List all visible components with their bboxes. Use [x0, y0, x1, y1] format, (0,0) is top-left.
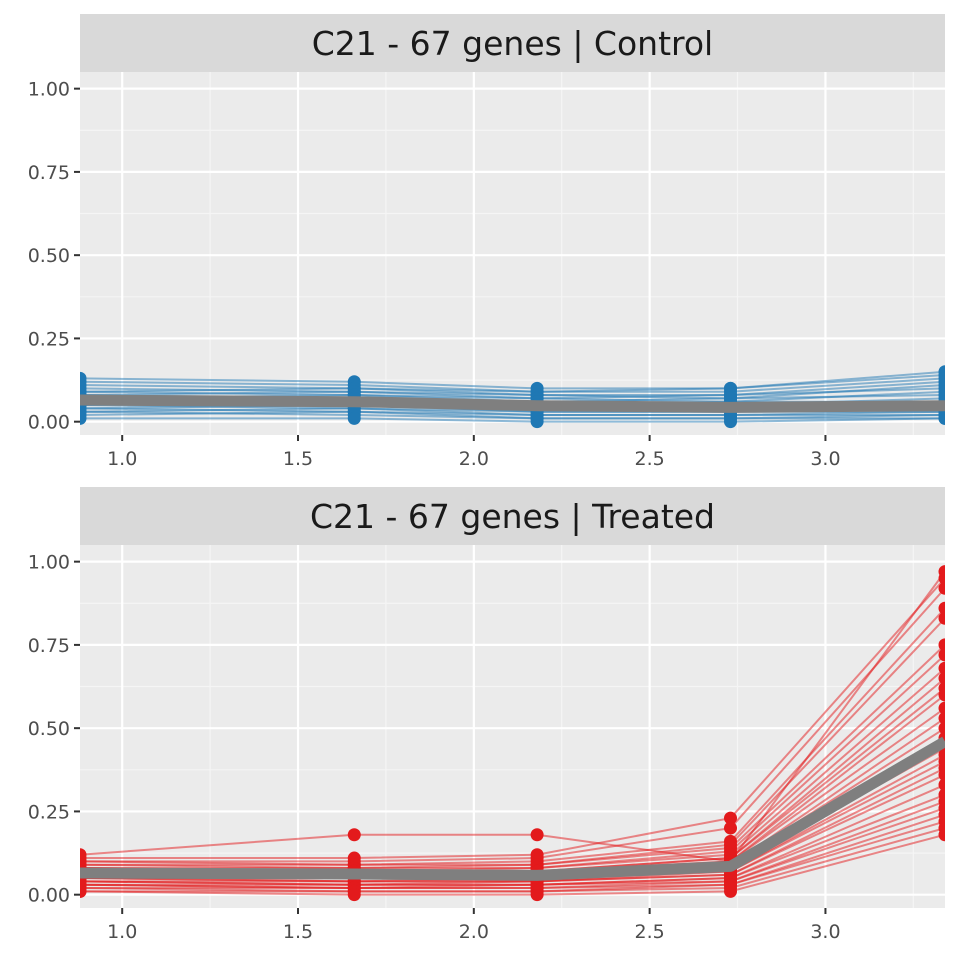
x-tick-label: 2.5	[635, 448, 665, 470]
y-tick-label: 0.25	[28, 328, 70, 350]
gene-point	[938, 571, 945, 585]
gene-point	[80, 411, 87, 425]
y-tick-label: 0.25	[28, 801, 70, 823]
gene-point	[938, 711, 945, 725]
gene-point	[938, 828, 945, 842]
gene-point	[938, 648, 945, 662]
gene-point	[938, 638, 945, 652]
facet-strip	[80, 14, 945, 72]
gene-point	[938, 601, 945, 615]
gene-point	[530, 888, 544, 902]
x-tick-label: 1.0	[107, 448, 137, 470]
y-tick-label: 0.50	[28, 245, 70, 267]
gene-point	[938, 581, 945, 595]
gene-point	[347, 411, 361, 425]
gene-point	[938, 688, 945, 702]
gene-point	[938, 721, 945, 735]
facet-title: C21 - 67 genes | Control	[312, 24, 713, 63]
x-tick-label: 2.5	[635, 921, 665, 943]
gene-point	[724, 811, 738, 825]
gene-point	[938, 768, 945, 782]
y-tick-label: 0.00	[28, 412, 70, 434]
gene-point	[724, 884, 738, 898]
facet-strip	[80, 487, 945, 545]
panel-1: C21 - 67 genes | Control 1.0 1.5 2.0 2.5 3.0 0…	[28, 14, 945, 470]
x-tick-label: 2.0	[459, 448, 489, 470]
x-tick-label: 3.0	[810, 921, 840, 943]
y-tick-label: 0.75	[28, 635, 70, 657]
gene-point	[938, 671, 945, 685]
gene-point	[724, 415, 738, 429]
gene-point	[530, 828, 544, 842]
gene-point	[938, 701, 945, 715]
x-tick-label: 1.5	[283, 448, 313, 470]
x-tick-label: 1.5	[283, 921, 313, 943]
gene-point	[938, 661, 945, 675]
plot-background	[80, 72, 945, 435]
x-tick-label: 2.0	[459, 921, 489, 943]
y-tick-label: 1.00	[28, 79, 70, 101]
gene-point	[938, 611, 945, 625]
x-tick-label: 3.0	[810, 448, 840, 470]
gene-point	[938, 778, 945, 792]
gene-point	[80, 884, 87, 898]
gene-point	[530, 415, 544, 429]
y-tick-label: 0.75	[28, 162, 70, 184]
x-tick-label: 1.0	[107, 921, 137, 943]
facet-title: C21 - 67 genes | Treated	[310, 497, 715, 536]
gene-point	[938, 411, 945, 425]
panel-2: C21 - 67 genes | Treated 1.0 1.5 2.0 2.5 3.0 0…	[28, 487, 945, 943]
gene-point	[724, 821, 738, 835]
gene-point	[347, 888, 361, 902]
summary-line	[80, 736, 945, 881]
y-tick-label: 0.50	[28, 718, 70, 740]
summary-line	[80, 394, 945, 413]
y-tick-label: 1.00	[28, 552, 70, 574]
gene-point	[347, 828, 361, 842]
y-tick-label: 0.00	[28, 885, 70, 907]
